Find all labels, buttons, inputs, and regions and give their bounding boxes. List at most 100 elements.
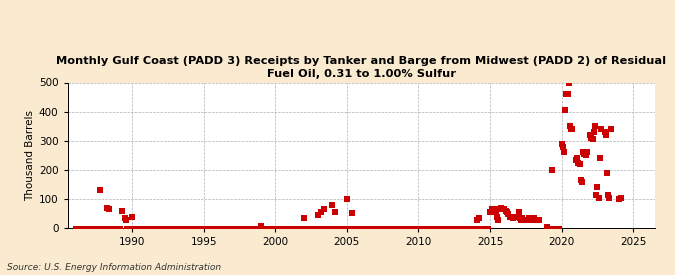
Point (574, 162, 585, 166)
Point (487, 207, 498, 211)
Point (412, 226, 423, 230)
Point (217, 226, 228, 230)
Point (472, 226, 483, 230)
Point (385, 226, 396, 230)
Point (278, 226, 289, 230)
Point (430, 226, 441, 230)
Point (303, 226, 314, 230)
Point (591, 192, 601, 197)
Point (398, 226, 408, 230)
Point (326, 226, 337, 230)
Point (443, 226, 454, 230)
Point (553, 226, 564, 230)
Point (151, 226, 161, 230)
Point (204, 226, 215, 230)
Point (464, 226, 475, 230)
Point (590, 124, 601, 128)
Title: Monthly Gulf Coast (PADD 3) Receipts by Tanker and Barge from Midwest (PADD 2) o: Monthly Gulf Coast (PADD 3) Receipts by … (56, 56, 666, 79)
Point (302, 226, 313, 230)
Point (250, 226, 261, 230)
Point (219, 226, 230, 230)
Point (343, 226, 354, 230)
Point (250, 226, 261, 230)
Point (470, 226, 481, 230)
Point (599, 130, 610, 134)
Point (265, 226, 276, 230)
Point (388, 226, 399, 230)
Point (261, 226, 272, 230)
Point (155, 226, 166, 230)
Point (163, 226, 173, 230)
Point (292, 226, 302, 230)
Point (264, 226, 275, 230)
Point (222, 226, 233, 230)
Point (408, 226, 419, 230)
Point (575, 178, 586, 182)
Point (589, 130, 599, 134)
Point (194, 226, 205, 230)
Point (304, 226, 315, 230)
Point (493, 217, 504, 222)
Point (604, 196, 615, 200)
Point (240, 226, 250, 230)
Point (605, 127, 616, 131)
Point (564, 124, 575, 128)
Point (437, 226, 448, 230)
Point (225, 226, 236, 230)
Point (328, 226, 339, 230)
Point (570, 158, 581, 162)
Point (154, 226, 165, 230)
Point (334, 226, 345, 230)
Point (431, 226, 441, 230)
Point (101, 206, 112, 210)
Point (255, 224, 266, 228)
Point (75, 226, 86, 230)
Point (561, 92, 572, 96)
Point (432, 226, 443, 230)
Point (86, 226, 97, 230)
Point (205, 226, 216, 230)
Point (134, 226, 144, 230)
Point (587, 137, 598, 142)
Point (463, 226, 474, 230)
Point (505, 214, 516, 219)
Point (271, 226, 281, 230)
Point (317, 226, 327, 230)
Point (157, 226, 167, 230)
Point (454, 226, 464, 230)
Point (400, 226, 410, 230)
Point (562, 92, 573, 96)
Point (558, 144, 568, 149)
Point (248, 226, 259, 230)
Point (283, 226, 294, 230)
Point (474, 226, 485, 230)
Point (188, 226, 199, 230)
Point (211, 226, 222, 230)
Point (392, 226, 402, 230)
Point (365, 226, 376, 230)
Point (401, 226, 412, 230)
Point (276, 226, 287, 230)
Point (258, 226, 269, 230)
Point (313, 213, 323, 217)
Point (98, 226, 109, 230)
Point (414, 226, 425, 230)
Point (528, 217, 539, 222)
Point (374, 226, 385, 230)
Point (345, 226, 356, 230)
Point (483, 226, 494, 230)
Point (514, 216, 525, 220)
Point (194, 226, 205, 230)
Point (450, 226, 461, 230)
Point (284, 226, 295, 230)
Point (441, 226, 452, 230)
Point (477, 226, 488, 230)
Point (233, 226, 244, 230)
Point (519, 217, 530, 222)
Point (270, 226, 281, 230)
Point (70, 226, 80, 230)
Point (533, 217, 544, 222)
Point (136, 226, 147, 230)
Point (295, 226, 306, 230)
Text: Source: U.S. Energy Information Administration: Source: U.S. Energy Information Administ… (7, 263, 221, 272)
